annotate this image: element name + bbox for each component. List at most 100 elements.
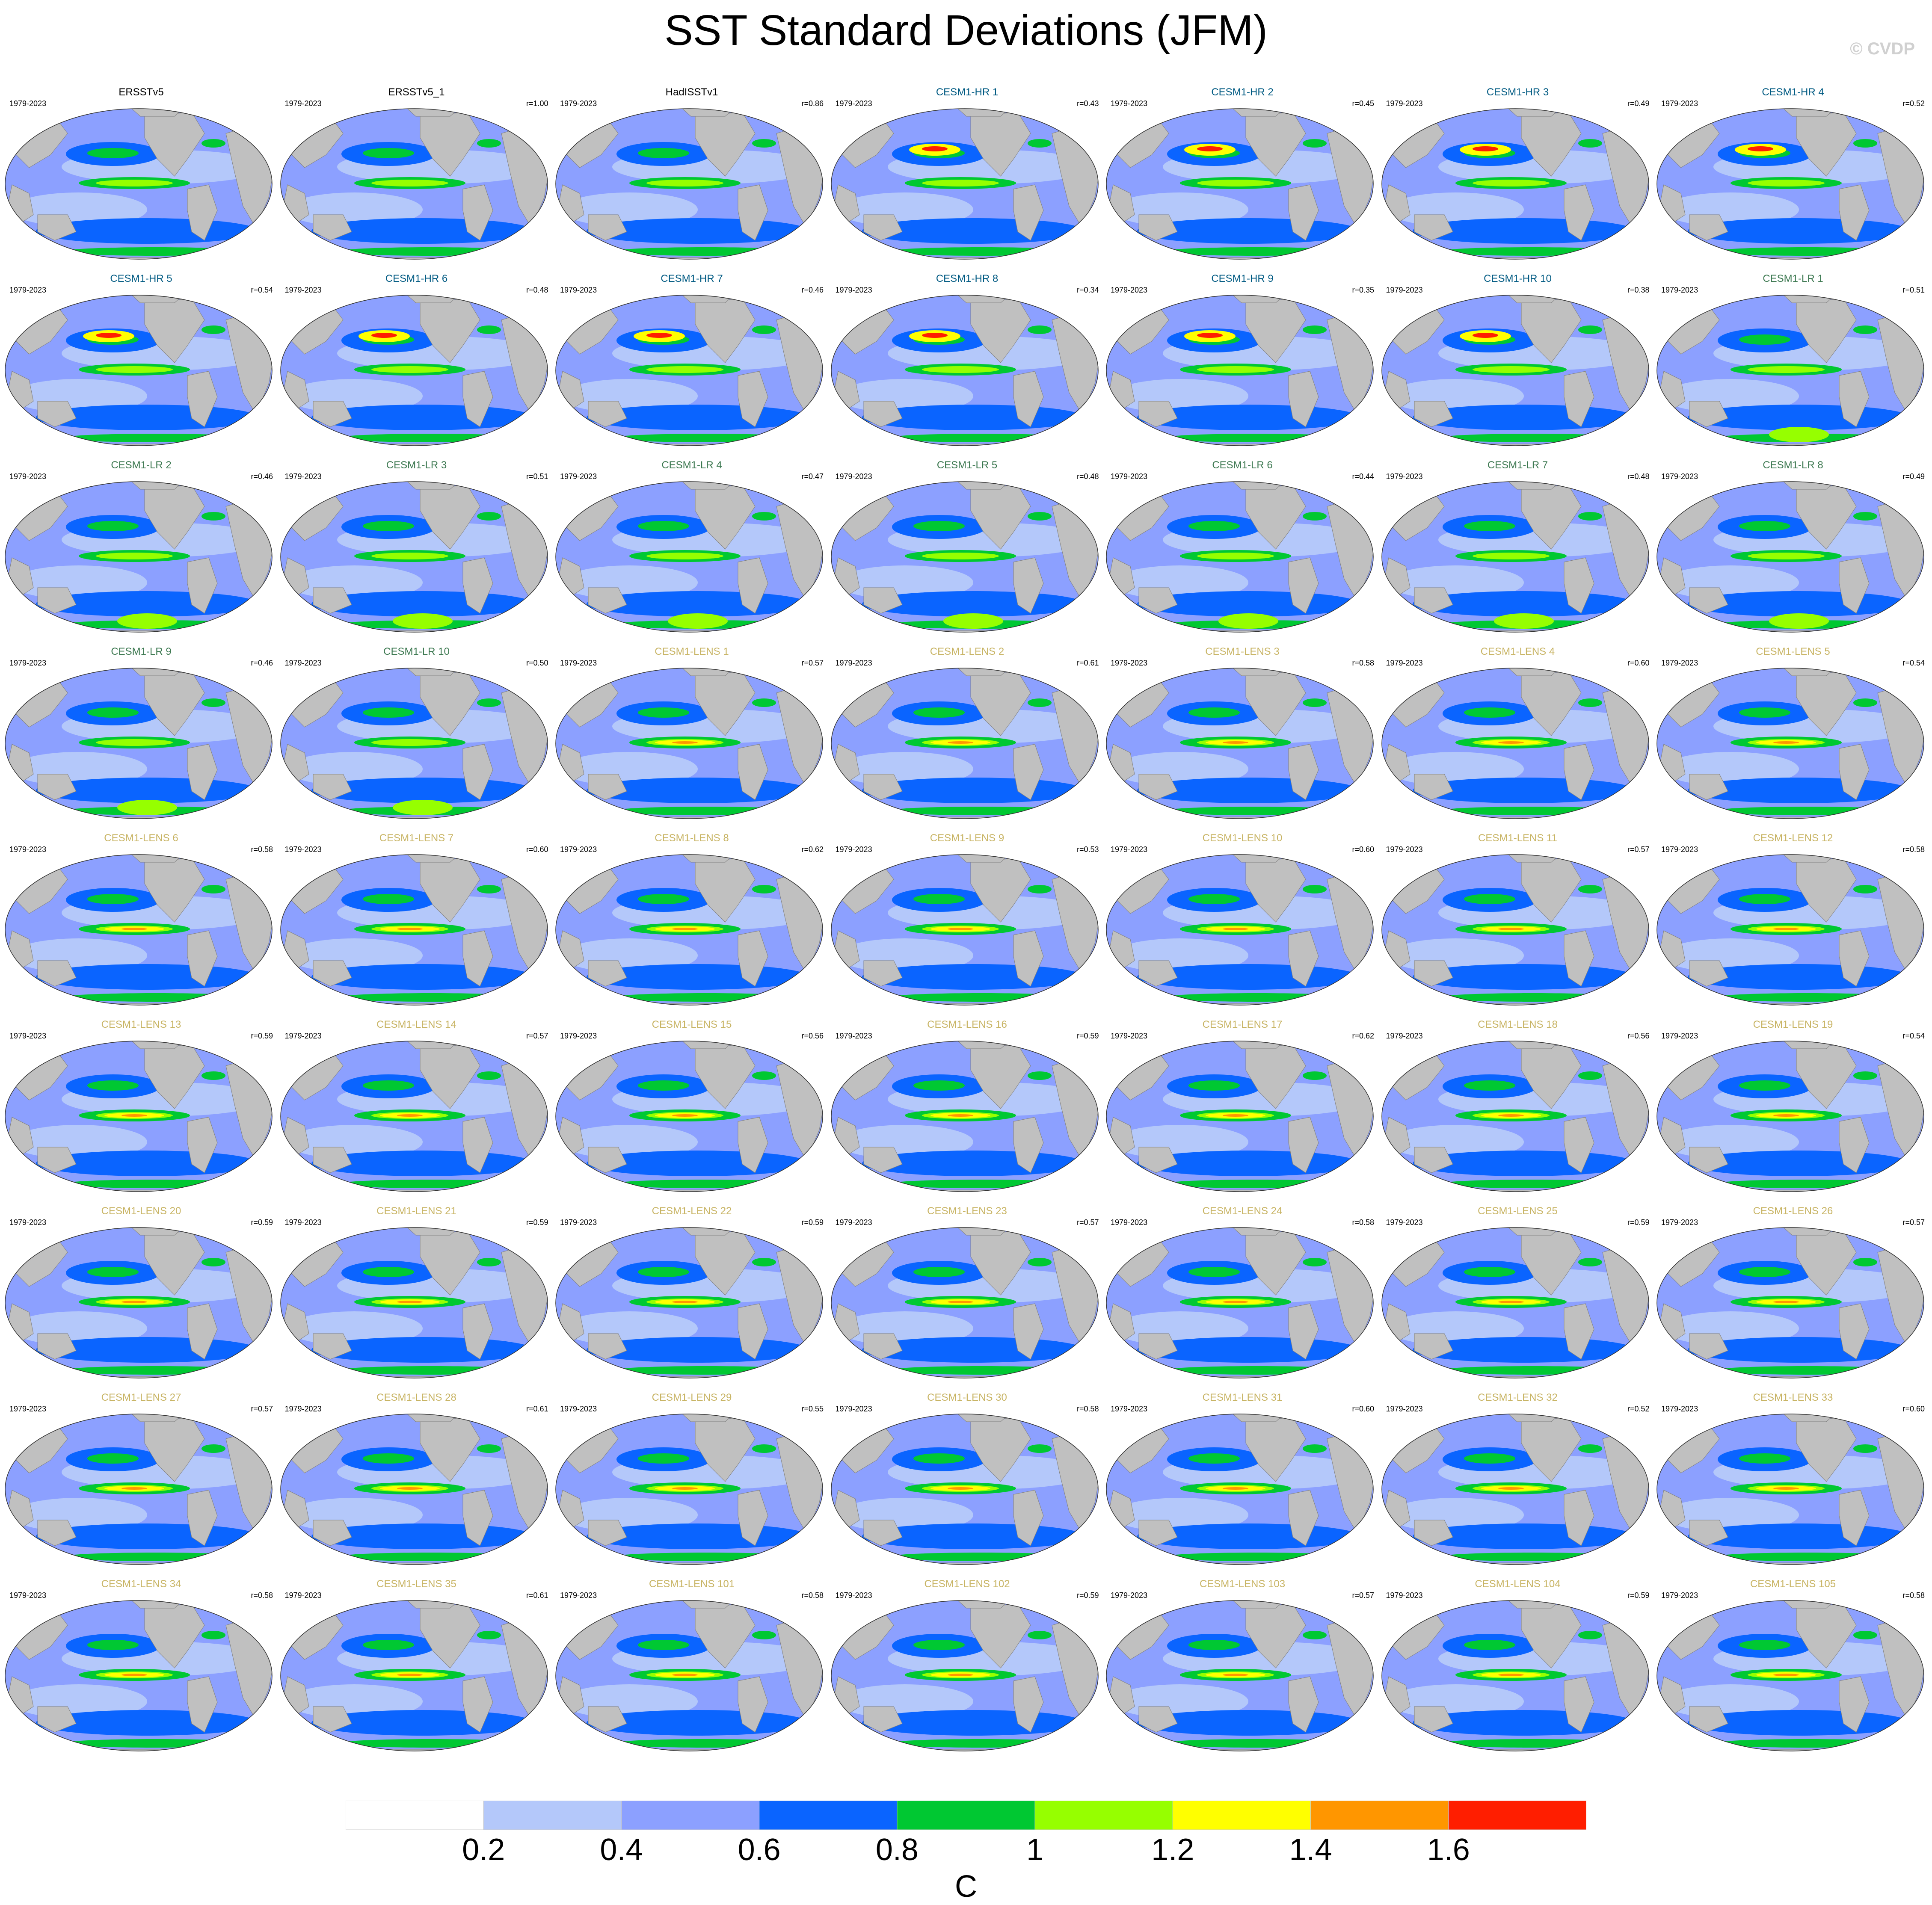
sst-contour bbox=[1853, 1258, 1877, 1266]
map-outline bbox=[830, 668, 1099, 819]
sst-contour bbox=[337, 1553, 525, 1561]
sst-contour bbox=[1867, 247, 1910, 257]
sst-contour bbox=[62, 1366, 250, 1375]
map-panel: CESM1-LENS 17 1979-2023 r=0.62 bbox=[1105, 1019, 1380, 1205]
world-map bbox=[5, 481, 273, 633]
panel-years: 1979-2023 bbox=[560, 99, 597, 108]
map-panel: CESM1-LR 3 1979-2023 r=0.51 bbox=[279, 459, 554, 646]
map-outline bbox=[830, 295, 1099, 446]
sst-contour bbox=[1472, 146, 1498, 151]
map-outline bbox=[1656, 668, 1924, 819]
world-map bbox=[280, 481, 548, 633]
panel-years: 1979-2023 bbox=[1111, 845, 1148, 854]
map-outline bbox=[5, 1600, 273, 1751]
sst-contour bbox=[612, 247, 800, 256]
sst-contour bbox=[1438, 247, 1627, 256]
sst-contour bbox=[1713, 1180, 1902, 1188]
sst-contour bbox=[1739, 521, 1790, 531]
land-masses bbox=[556, 855, 823, 1005]
map-panel: CESM1-LENS 101 1979-2023 r=0.58 bbox=[554, 1578, 830, 1765]
sst-contour bbox=[1223, 741, 1248, 744]
sst-contour bbox=[87, 707, 139, 718]
panel-correlation: r=0.46 bbox=[251, 659, 273, 667]
sst-contour bbox=[477, 512, 501, 521]
sst-contour bbox=[1197, 180, 1274, 186]
sst-contour bbox=[362, 1267, 414, 1277]
map-panel: CESM1-LENS 8 1979-2023 r=0.62 bbox=[554, 832, 830, 1019]
panel-title: CESM1-LENS 101 bbox=[649, 1578, 735, 1590]
map-panel: CESM1-LENS 102 1979-2023 r=0.59 bbox=[830, 1578, 1105, 1765]
sst-contour bbox=[96, 366, 173, 373]
panel-years: 1979-2023 bbox=[284, 1405, 322, 1413]
sst-contour bbox=[477, 698, 501, 707]
world-map bbox=[1656, 108, 1924, 260]
land-masses bbox=[831, 1041, 1098, 1192]
sst-contour bbox=[1748, 553, 1825, 559]
world-map bbox=[5, 1041, 273, 1192]
sst-contour bbox=[477, 1631, 501, 1639]
sst-contour bbox=[1592, 247, 1635, 257]
panel-correlation: r=0.54 bbox=[1902, 1032, 1925, 1040]
map-outline bbox=[280, 668, 548, 819]
sst-contour bbox=[362, 148, 414, 158]
sst-contour bbox=[672, 741, 698, 744]
panel-title: CESM1-HR 10 bbox=[1484, 273, 1552, 284]
panel-title: CESM1-LENS 20 bbox=[101, 1205, 181, 1217]
sst-contour bbox=[1163, 1180, 1351, 1188]
sst-contour bbox=[1218, 613, 1278, 629]
sst-contour bbox=[638, 1267, 689, 1277]
land-masses bbox=[1657, 295, 1924, 446]
world-map bbox=[280, 668, 548, 819]
sst-contour bbox=[922, 180, 999, 186]
sst-contour bbox=[362, 1453, 414, 1464]
panel-title: CESM1-LR 10 bbox=[383, 646, 450, 657]
map-outline bbox=[1106, 295, 1374, 446]
panel-years: 1979-2023 bbox=[284, 472, 322, 481]
sst-contour bbox=[96, 333, 121, 338]
sst-contour bbox=[1739, 334, 1790, 345]
sst-contour bbox=[477, 139, 501, 148]
world-map bbox=[555, 668, 823, 819]
sst-contour bbox=[397, 1674, 423, 1676]
sst-contour bbox=[1748, 180, 1825, 186]
map-outline bbox=[1106, 854, 1374, 1006]
panel-years: 1979-2023 bbox=[560, 472, 597, 481]
sst-contour bbox=[1188, 521, 1240, 531]
panel-years: 1979-2023 bbox=[1386, 286, 1423, 294]
sst-contour bbox=[62, 993, 250, 1002]
land-masses bbox=[556, 1228, 823, 1378]
panel-years: 1979-2023 bbox=[835, 472, 872, 481]
map-outline bbox=[1381, 481, 1649, 633]
panel-title: CESM1-LENS 3 bbox=[1205, 646, 1280, 657]
sst-contour bbox=[1027, 1071, 1052, 1080]
panel-correlation: r=0.60 bbox=[1902, 1405, 1925, 1413]
world-map bbox=[555, 481, 823, 633]
panel-title: CESM1-LENS 11 bbox=[1478, 832, 1557, 844]
sst-contour bbox=[62, 247, 250, 256]
panel-years: 1979-2023 bbox=[560, 1405, 597, 1413]
sst-contour bbox=[612, 1739, 800, 1748]
sst-contour bbox=[62, 1180, 250, 1188]
sst-contour bbox=[752, 885, 776, 893]
panel-years: 1979-2023 bbox=[1111, 1218, 1148, 1227]
panel-correlation: r=0.61 bbox=[526, 1405, 548, 1413]
sst-contour bbox=[1438, 1180, 1627, 1188]
panel-correlation: r=0.57 bbox=[1627, 845, 1650, 854]
world-map bbox=[5, 1227, 273, 1378]
sst-contour bbox=[1027, 1631, 1052, 1639]
panel-correlation: r=0.46 bbox=[801, 286, 824, 294]
map-outline bbox=[555, 1041, 823, 1192]
sst-contour bbox=[337, 434, 525, 442]
sst-contour bbox=[477, 325, 501, 334]
sst-contour bbox=[752, 1071, 776, 1080]
map-outline bbox=[5, 481, 273, 633]
panel-title: CESM1-HR 5 bbox=[110, 273, 172, 284]
sst-contour bbox=[1578, 325, 1602, 334]
sst-contour bbox=[1303, 698, 1327, 707]
map-panel: CESM1-HR 1 1979-2023 r=0.43 bbox=[830, 86, 1105, 273]
sst-contour bbox=[1027, 325, 1052, 334]
sst-contour bbox=[1773, 1487, 1799, 1490]
world-map bbox=[1106, 1600, 1374, 1751]
sst-contour bbox=[1853, 885, 1877, 893]
map-panel: CESM1-LENS 18 1979-2023 r=0.56 bbox=[1380, 1019, 1656, 1205]
